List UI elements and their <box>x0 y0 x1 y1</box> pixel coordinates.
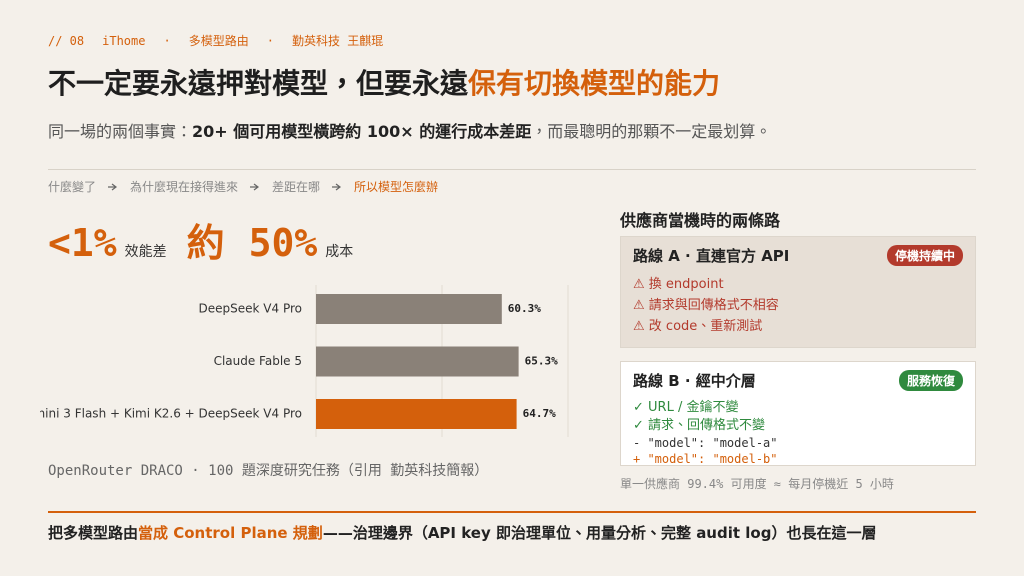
title-highlight: 保有切換模型的能力 <box>468 67 721 100</box>
value-label: 65.3% <box>525 355 558 368</box>
category-label: Gemini 3 Flash + Kimi K2.6 + DeepSeek V4… <box>40 407 302 421</box>
route-a-title: 路線 A · 直連官方 API <box>633 247 790 265</box>
cost-value: 50% <box>248 221 318 265</box>
subtitle: 同一場的兩個事實：20+ 個可用模型橫跨約 100× 的運行成本差距，而最聰明的… <box>48 118 771 142</box>
breadcrumb-item: 為什麼現在接得進來 <box>130 180 239 194</box>
subtitle-tail: ，而最聰明的那顆不一定最划算。 <box>531 122 772 141</box>
arrow <box>250 183 260 190</box>
note: 單一供應商 99.4% 可用度 ≈ 每月停機近 5 小時 <box>620 477 894 491</box>
bar <box>316 294 502 324</box>
breadcrumb-item: 什麼變了 <box>48 180 97 194</box>
subtitle-bold: 20+ 個可用模型橫跨約 100× 的運行成本差距 <box>192 122 532 141</box>
value-label: 64.7% <box>523 407 556 420</box>
arrow <box>108 183 118 190</box>
title-main: 不一定要永遠押對模型，但要永遠 <box>48 67 469 100</box>
arrow-shape <box>108 183 118 190</box>
route-a-items: ⚠ 換 endpoint ⚠ 請求與回傳格式不相容 ⚠ 改 code、重新測試 <box>633 274 963 337</box>
route-b-card: 路線 B · 經中介層 服務恢復 ✓ URL / 金鑰不變 ✓ 請求、回傳格式不變 -… <box>620 361 976 466</box>
route-a-item: ⚠ 換 endpoint <box>633 277 724 292</box>
route-b-badge: 服務恢復 <box>898 370 963 391</box>
arrow-shape <box>332 183 342 190</box>
brand: iThome <box>102 34 146 48</box>
author: 勤英科技 王麒琨 <box>291 34 384 48</box>
bar <box>316 399 517 429</box>
route-a-card: 路線 A · 直連官方 API 停機持續中 ⚠ 換 endpoint ⚠ 請求與回傳… <box>620 236 976 348</box>
slide-number: // 08 <box>48 34 85 48</box>
breadcrumb-item: 差距在哪 <box>272 180 321 194</box>
separator: · <box>266 34 274 48</box>
category-label: Claude Fable 5 <box>214 354 302 368</box>
code-line: + "model": "model-b" <box>633 452 778 466</box>
topic: 多模型路由 <box>188 34 249 48</box>
route-b-title: 路線 B · 經中介層 <box>633 372 756 390</box>
breadcrumb-item: 所以模型怎麼辦 <box>354 180 439 194</box>
about: 約 <box>186 221 225 265</box>
bar-chart: DeepSeek V4 Pro 60.3% Claude Fable 5 65.3% G… <box>40 285 569 437</box>
header: // 08 iThome · 多模型路由 · 勤英科技 王麒琨 <box>48 32 401 49</box>
category-label: DeepSeek V4 Pro <box>199 302 302 316</box>
breadcrumb: 什麼變了 為什麼現在接得進來 差距在哪 所以模型怎麼辦 <box>48 178 438 195</box>
route-b-item: ✓ URL / 金鑰不變 <box>633 400 739 415</box>
footer-rule <box>48 511 976 513</box>
separator: · <box>163 34 171 48</box>
route-a-badge: 停機持續中 <box>886 245 963 266</box>
subtitle-lead: 同一場的兩個事實： <box>48 122 193 141</box>
chart-caption: OpenRouter DRACO · 100 題深度研究任務（引用 勤英科技簡報… <box>48 463 489 479</box>
footer-lead: 把多模型路由 <box>48 524 139 542</box>
arrow <box>332 183 342 190</box>
footer: 把多模型路由當成 Control Plane 規劃——治理邊界（API key … <box>48 522 876 543</box>
route-b-header: 路線 B · 經中介層 服務恢復 <box>633 370 963 391</box>
cost-label: 成本 <box>325 244 354 260</box>
route-b-item: ✓ 請求、回傳格式不變 <box>633 418 766 433</box>
perf-value: <1% <box>48 221 117 265</box>
route-a-header: 路線 A · 直連官方 API 停機持續中 <box>633 245 963 266</box>
route-a-item: ⚠ 請求與回傳格式不相容 <box>633 298 779 313</box>
arrow-shape <box>250 183 260 190</box>
routes-heading: 供應商當機時的兩條路 <box>620 211 781 230</box>
stats: <1% 效能差 約 50% 成本 <box>48 212 365 267</box>
route-a-item: ⚠ 改 code、重新測試 <box>633 319 763 334</box>
footer-highlight: 當成 Control Plane 規劃 <box>138 524 323 542</box>
title: 不一定要永遠押對模型，但要永遠保有切換模型的能力 <box>48 62 720 102</box>
value-label: 60.3% <box>508 302 541 315</box>
bar <box>316 346 519 377</box>
divider <box>48 169 976 170</box>
code-line: - "model": "model-a" <box>633 436 778 450</box>
footer-tail: ——治理邊界（API key 即治理單位、用量分析、完整 audit log）也… <box>322 524 877 542</box>
perf-label: 效能差 <box>124 244 167 260</box>
route-b-items: ✓ URL / 金鑰不變 ✓ 請求、回傳格式不變 - "model": "model… <box>633 399 963 467</box>
